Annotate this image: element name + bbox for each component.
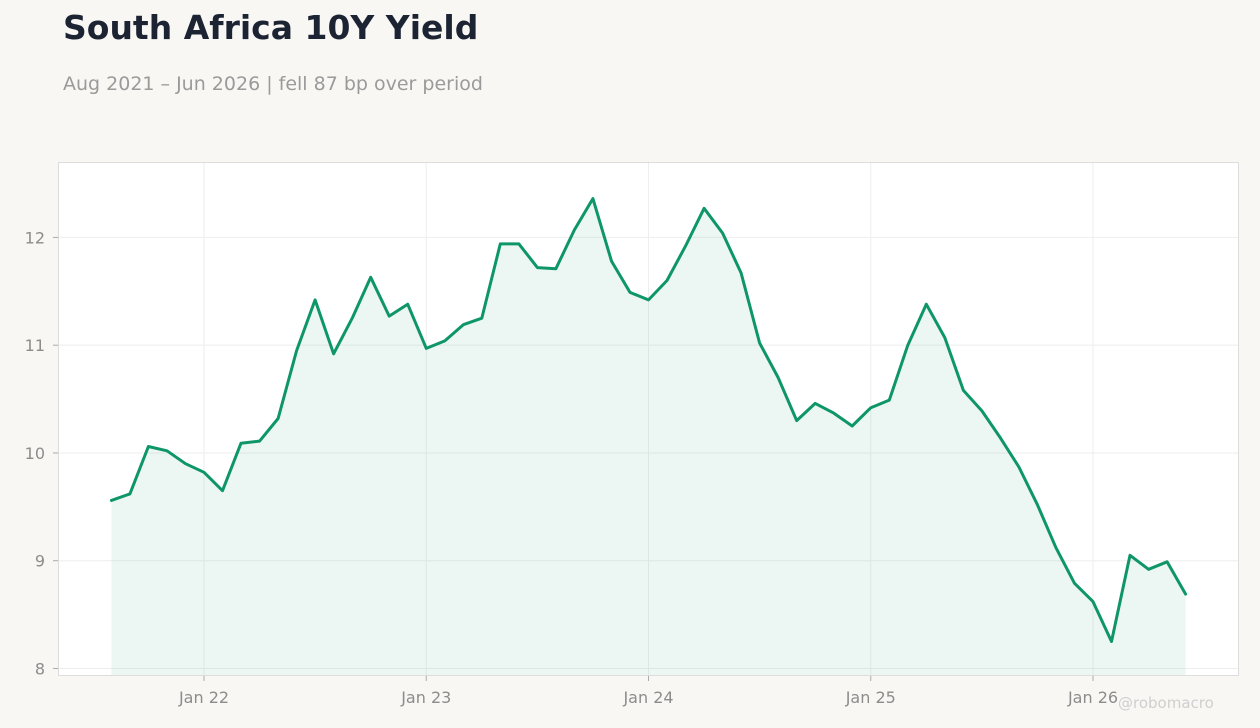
data-point <box>703 207 706 210</box>
plot-frame <box>58 162 1239 676</box>
data-point <box>647 298 650 301</box>
data-point <box>1184 593 1187 596</box>
data-point <box>369 276 372 279</box>
x-tick-label: Jan 23 <box>400 688 451 707</box>
data-point <box>943 336 946 339</box>
data-point <box>721 232 724 235</box>
data-point <box>888 399 891 402</box>
data-point <box>1092 600 1095 603</box>
series-area-fill <box>111 198 1186 676</box>
x-tick-label: Jan 22 <box>178 688 229 707</box>
y-tick-label: 8 <box>35 659 45 678</box>
x-tick-label: Jan 25 <box>845 688 896 707</box>
data-point <box>480 317 483 320</box>
data-point <box>1073 582 1076 585</box>
data-point <box>629 291 632 294</box>
data-point <box>684 245 687 248</box>
data-point <box>777 376 780 379</box>
data-point <box>240 442 243 445</box>
data-point <box>925 303 928 306</box>
data-point <box>184 462 187 465</box>
data-point <box>999 436 1002 439</box>
data-point <box>832 412 835 415</box>
data-point <box>203 471 206 474</box>
data-point <box>1147 568 1150 571</box>
data-point <box>443 339 446 342</box>
data-point <box>610 260 613 263</box>
data-point <box>591 197 594 200</box>
data-point <box>554 267 557 270</box>
chart-title: South Africa 10Y Yield <box>63 8 479 47</box>
data-point <box>517 242 520 245</box>
data-point <box>388 315 391 318</box>
series-line <box>109 197 1188 643</box>
data-point <box>906 344 909 347</box>
data-point <box>851 425 854 428</box>
data-point <box>1055 546 1058 549</box>
data-point <box>166 449 169 452</box>
data-point <box>258 440 261 443</box>
data-point <box>573 228 576 231</box>
data-point <box>666 279 669 282</box>
data-point <box>314 298 317 301</box>
watermark: @robomacro <box>1118 694 1214 712</box>
chart-subtitle: Aug 2021 – Jun 2026 | fell 87 bp over pe… <box>63 73 483 95</box>
data-point <box>1036 503 1039 506</box>
data-point <box>277 417 280 420</box>
data-point <box>814 402 817 405</box>
data-point <box>499 242 502 245</box>
data-point <box>462 323 465 326</box>
y-tick-label: 10 <box>25 444 45 463</box>
data-point <box>795 419 798 422</box>
data-point <box>332 352 335 355</box>
data-point <box>1110 640 1113 643</box>
data-point <box>536 266 539 269</box>
data-point <box>295 349 298 352</box>
data-point <box>980 409 983 412</box>
data-point <box>869 406 872 409</box>
y-tick-label: 9 <box>35 552 45 571</box>
data-point <box>740 272 743 275</box>
data-point <box>147 445 150 448</box>
x-tick-label: Jan 24 <box>622 688 673 707</box>
y-tick-label: 11 <box>25 336 45 355</box>
data-point <box>962 389 965 392</box>
data-point <box>425 347 428 350</box>
data-point <box>351 317 354 320</box>
y-tick-label: 12 <box>25 228 45 247</box>
data-point <box>221 489 224 492</box>
data-point <box>1166 560 1169 563</box>
data-point <box>406 303 409 306</box>
data-point <box>1017 466 1020 469</box>
data-point <box>128 492 131 495</box>
data-point <box>758 342 761 345</box>
data-point <box>1129 554 1132 557</box>
data-point <box>110 499 113 502</box>
x-tick-label: Jan 26 <box>1067 688 1118 707</box>
